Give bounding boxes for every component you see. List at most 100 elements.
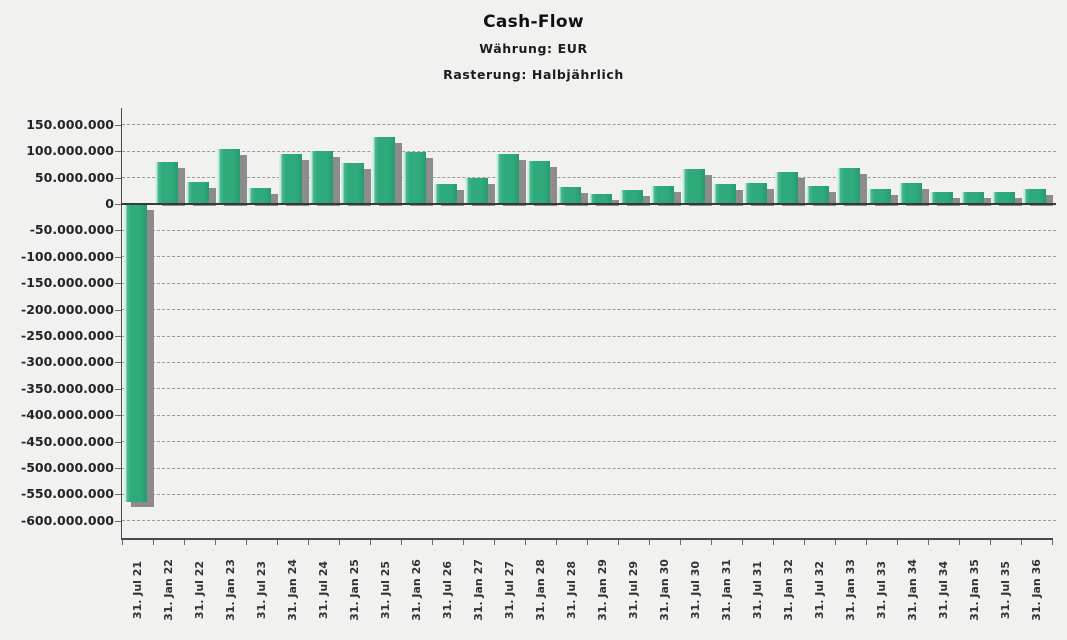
chart-subtitle-raster: Rasterung: Halbjährlich (443, 67, 624, 82)
y-axis-line (121, 108, 122, 540)
bar (527, 160, 550, 204)
bar (620, 190, 643, 204)
bar (744, 182, 767, 204)
x-axis-tick (866, 540, 867, 545)
bar (775, 172, 798, 204)
y-gridline (122, 361, 1056, 363)
y-tick-label: -550.000.000 (21, 486, 114, 502)
x-axis-tick (494, 540, 495, 545)
x-axis-tick (525, 540, 526, 545)
y-axis-tick (115, 388, 121, 390)
bar (961, 192, 984, 204)
x-tick-label: 31. Jan 34 (905, 559, 919, 621)
y-axis-tick (115, 494, 121, 496)
bar (279, 153, 302, 204)
bar (372, 136, 395, 204)
y-axis-tick (115, 362, 121, 364)
y-axis-tick (115, 230, 121, 232)
x-tick-label: 31. Jul 23 (254, 560, 268, 620)
x-axis-tick (680, 540, 681, 545)
y-axis-tick (115, 283, 121, 285)
x-axis-tick (1052, 540, 1053, 545)
y-gridline (122, 493, 1056, 495)
y-tick-label: -600.000.000 (21, 512, 114, 528)
y-axis-tick (115, 151, 121, 153)
x-tick-label: 31. Jan 36 (1029, 559, 1043, 621)
x-tick-label: 31. Jan 29 (595, 559, 609, 621)
x-axis-tick (587, 540, 588, 545)
x-tick-label: 31. Jan 26 (409, 559, 423, 621)
y-gridline (122, 441, 1056, 443)
x-tick-label: 31. Jan 23 (223, 559, 237, 621)
y-tick-label: -500.000.000 (21, 460, 114, 475)
bar (930, 192, 953, 204)
y-axis-tick (115, 336, 121, 337)
x-tick-label: 31. Jul 28 (564, 560, 578, 620)
y-tick-label: -100.000.000 (21, 248, 114, 264)
bar (589, 194, 612, 204)
y-gridline (122, 124, 1056, 126)
y-gridline (122, 229, 1056, 231)
y-tick-label: -450.000.000 (21, 433, 114, 449)
bar (899, 182, 922, 204)
bar (217, 149, 240, 204)
y-gridline (122, 309, 1056, 311)
y-gridline (122, 467, 1056, 469)
y-axis-tick (115, 415, 121, 417)
y-tick-label: -50.000.000 (29, 222, 114, 238)
y-tick-label: 50.000.000 (34, 169, 114, 185)
x-axis-tick (401, 540, 402, 545)
y-gridline (122, 256, 1056, 258)
x-tick-label: 31. Jul 24 (316, 560, 330, 620)
bar (713, 183, 736, 204)
x-axis-tick (153, 540, 154, 545)
bar (651, 185, 674, 204)
y-axis-tick (115, 468, 121, 469)
x-axis-tick (122, 540, 123, 545)
bar (310, 151, 333, 204)
y-axis-tick (115, 520, 121, 522)
y-tick-label: -400.000.000 (21, 407, 114, 423)
chart-title: Cash-Flow (483, 12, 584, 32)
chart-subtitle-currency: Währung: EUR (479, 41, 588, 56)
x-tick-label: 31. Jan 33 (843, 559, 857, 621)
y-tick-label: 100.000.000 (26, 143, 114, 159)
bar (434, 183, 457, 204)
y-gridline (122, 335, 1056, 337)
x-tick-label: 31. Jul 30 (688, 560, 702, 620)
x-axis-tick (1021, 540, 1022, 545)
x-tick-label: 31. Jul 34 (936, 560, 950, 620)
x-axis-tick (556, 540, 557, 545)
x-axis-tick (432, 540, 433, 545)
x-tick-label: 31. Jul 25 (378, 560, 392, 620)
x-tick-label: 31. Jan 22 (161, 559, 175, 621)
x-tick-label: 31. Jan 27 (471, 559, 485, 621)
x-axis-tick (277, 540, 278, 545)
y-tick-label: -300.000.000 (21, 354, 114, 370)
y-gridline (122, 388, 1056, 390)
y-tick-label: -150.000.000 (21, 275, 114, 291)
x-tick-label: 31. Jan 35 (967, 559, 981, 621)
x-axis-tick (990, 540, 991, 545)
bar (248, 188, 271, 204)
y-gridline (122, 520, 1056, 522)
x-tick-label: 31. Jul 35 (998, 560, 1012, 620)
bar (186, 181, 209, 204)
x-axis-tick (773, 540, 774, 545)
x-axis-tick (649, 540, 650, 545)
x-axis-tick (308, 540, 309, 545)
bar (496, 154, 519, 204)
bar (682, 169, 705, 204)
x-axis-tick (742, 540, 743, 545)
x-axis-tick (184, 540, 185, 545)
y-tick-label: -250.000.000 (21, 328, 114, 343)
bar (465, 177, 488, 204)
x-tick-label: 31. Jan 25 (347, 559, 361, 621)
x-axis-tick (215, 540, 216, 545)
x-tick-label: 31. Jul 29 (626, 560, 640, 620)
bar (155, 161, 178, 204)
x-tick-label: 31. Jul 27 (502, 560, 516, 620)
y-tick-label: -350.000.000 (21, 380, 114, 396)
y-tick-label: 150.000.000 (26, 116, 114, 132)
x-tick-label: 31. Jul 22 (192, 560, 206, 620)
